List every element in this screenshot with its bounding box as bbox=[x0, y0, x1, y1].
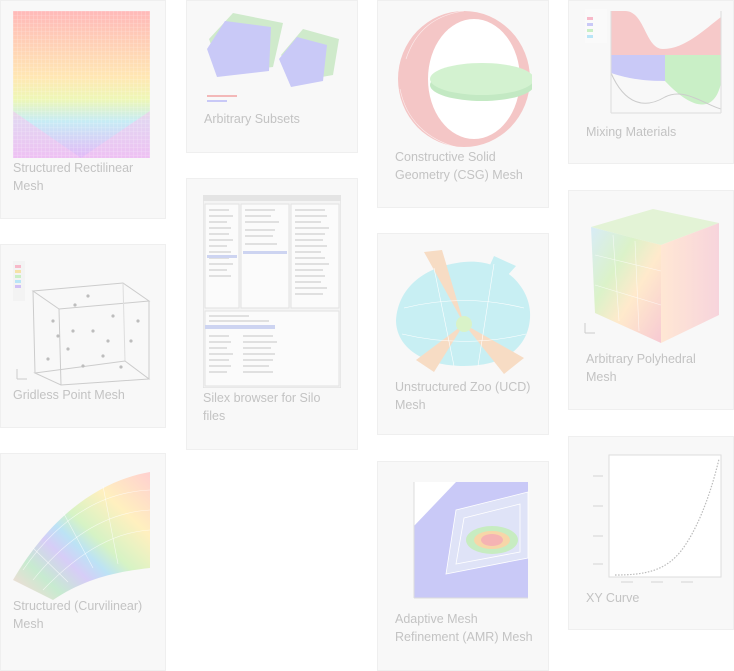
ucd-mesh-caption[interactable]: Unstructured Zoo (UCD) Mesh bbox=[395, 380, 531, 412]
point-mesh-thumbnail[interactable] bbox=[13, 261, 153, 387]
gallery-card-arbitrary-subsets[interactable]: Arbitrary Subsets bbox=[186, 0, 358, 153]
mixing-materials-caption[interactable]: Mixing Materials bbox=[586, 125, 677, 139]
curvilinear-mesh-thumbnail[interactable] bbox=[13, 472, 150, 600]
xy-curve-thumbnail[interactable] bbox=[585, 451, 725, 589]
mixing-materials-thumbnail[interactable] bbox=[585, 9, 723, 119]
silex-browser-thumbnail[interactable] bbox=[203, 195, 341, 388]
arbitrary-subsets-caption[interactable]: Arbitrary Subsets bbox=[204, 112, 300, 126]
csg-mesh-caption[interactable]: Constructive Solid Geometry (CSG) Mesh bbox=[395, 150, 523, 182]
gallery-card-polyhedral[interactable]: Arbitrary Polyhedral Mesh bbox=[568, 190, 734, 410]
arbitrary-subsets-thumbnail[interactable] bbox=[203, 9, 343, 107]
csg-mesh-thumbnail[interactable] bbox=[396, 9, 532, 149]
point-mesh-caption[interactable]: Gridless Point Mesh bbox=[13, 388, 125, 402]
polyhedral-mesh-caption[interactable]: Arbitrary Polyhedral Mesh bbox=[586, 352, 696, 384]
gallery-card-curvilinear[interactable]: Structured (Curvilinear) Mesh bbox=[0, 453, 166, 671]
amr-mesh-caption[interactable]: Adaptive Mesh Refinement (AMR) Mesh bbox=[395, 612, 533, 644]
rectilinear-mesh-thumbnail[interactable] bbox=[13, 11, 150, 158]
gallery-card-rectilinear[interactable]: Structured Rectilinear Mesh bbox=[0, 0, 166, 219]
polyhedral-mesh-thumbnail[interactable] bbox=[583, 205, 723, 345]
amr-mesh-thumbnail[interactable] bbox=[396, 478, 532, 606]
gallery-card-silex[interactable]: Silex browser for Silo files bbox=[186, 178, 358, 450]
gallery-card-amr[interactable]: Adaptive Mesh Refinement (AMR) Mesh bbox=[377, 461, 549, 671]
xy-curve-caption[interactable]: XY Curve bbox=[586, 591, 640, 605]
silex-browser-caption[interactable]: Silex browser for Silo files bbox=[203, 391, 321, 423]
gallery-card-point-mesh[interactable]: Gridless Point Mesh bbox=[0, 244, 166, 428]
ucd-mesh-thumbnail[interactable] bbox=[394, 248, 534, 376]
gallery-card-csg[interactable]: Constructive Solid Geometry (CSG) Mesh bbox=[377, 0, 549, 208]
curvilinear-mesh-caption[interactable]: Structured (Curvilinear) Mesh bbox=[13, 599, 143, 631]
gallery-card-ucd[interactable]: Unstructured Zoo (UCD) Mesh bbox=[377, 233, 549, 435]
gallery-card-mixing-materials[interactable]: Mixing Materials bbox=[568, 0, 734, 164]
gallery-card-xy-curve[interactable]: XY Curve bbox=[568, 436, 734, 630]
rectilinear-mesh-caption[interactable]: Structured Rectilinear Mesh bbox=[13, 161, 134, 193]
